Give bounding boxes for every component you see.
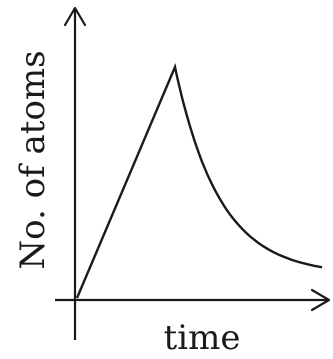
data-curve: [75, 63, 323, 299]
y-axis-label: No. of atoms: [13, 50, 53, 269]
x-axis-label: time: [164, 318, 241, 358]
y-axis-arrow: [63, 6, 87, 27]
x-axis-arrow: [310, 288, 331, 312]
